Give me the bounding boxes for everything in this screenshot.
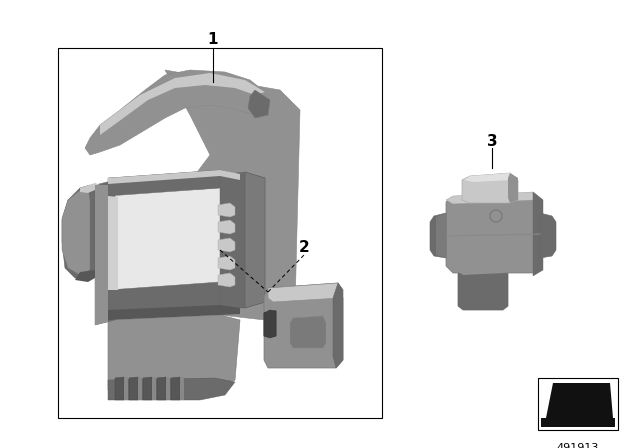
Polygon shape [95,185,108,325]
Bar [58,48,382,418]
Polygon shape [218,220,235,234]
Polygon shape [171,377,180,400]
Polygon shape [546,383,613,418]
Polygon shape [115,377,124,400]
Polygon shape [180,377,184,400]
Text: 2: 2 [299,241,309,255]
Polygon shape [218,203,235,217]
Polygon shape [80,183,100,193]
Polygon shape [333,283,343,368]
Polygon shape [129,377,138,400]
Circle shape [490,210,502,222]
Polygon shape [220,172,265,308]
Polygon shape [166,377,170,400]
Polygon shape [108,378,235,400]
Polygon shape [152,377,156,400]
Polygon shape [138,377,142,400]
Polygon shape [108,188,240,290]
Polygon shape [446,192,543,206]
Polygon shape [264,311,276,336]
Polygon shape [62,188,90,275]
Polygon shape [458,266,508,310]
Polygon shape [143,377,152,400]
Polygon shape [62,185,95,280]
Text: 3: 3 [486,134,497,150]
Polygon shape [264,310,276,338]
Polygon shape [290,316,326,348]
Bar [541,418,615,427]
Polygon shape [108,170,240,196]
Polygon shape [218,256,235,270]
Polygon shape [464,173,518,182]
Polygon shape [75,270,95,282]
Polygon shape [108,196,118,290]
Polygon shape [157,377,166,400]
Polygon shape [100,73,265,135]
Polygon shape [165,70,300,320]
Polygon shape [446,194,540,273]
Polygon shape [108,170,240,184]
Polygon shape [264,283,343,368]
Polygon shape [245,172,265,308]
Text: 1: 1 [208,33,218,47]
Polygon shape [95,180,115,325]
Text: 491913: 491913 [557,443,599,448]
Polygon shape [108,305,240,320]
Polygon shape [108,282,240,316]
Polygon shape [533,192,543,276]
Polygon shape [456,264,510,275]
Polygon shape [108,315,240,390]
Polygon shape [430,213,446,258]
Polygon shape [85,70,268,155]
Bar [538,378,618,430]
Polygon shape [508,173,518,203]
Polygon shape [540,213,556,258]
Polygon shape [462,173,518,203]
Polygon shape [218,238,235,252]
Polygon shape [248,90,270,118]
Polygon shape [436,213,446,258]
Polygon shape [124,377,128,400]
Polygon shape [268,283,343,302]
Polygon shape [218,273,235,287]
